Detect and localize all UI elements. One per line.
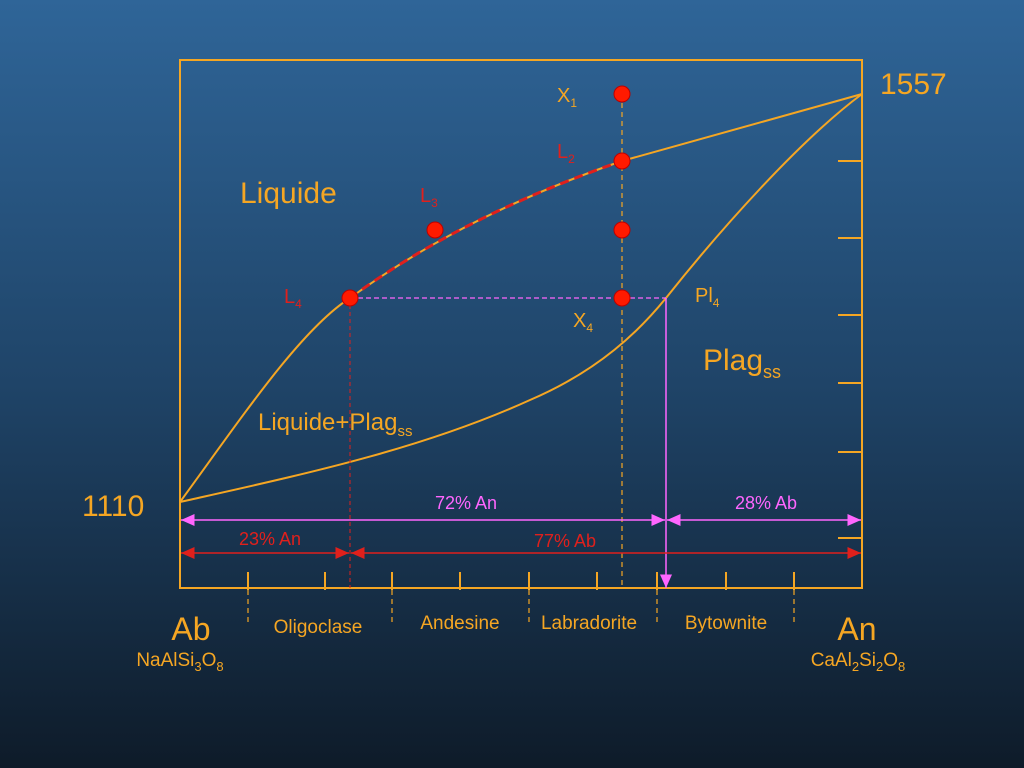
field-label: Liquide: [240, 177, 337, 210]
formula-part: O: [202, 650, 217, 671]
subscript: ss: [397, 423, 412, 440]
subscript: 4: [713, 296, 720, 310]
endmember-name: An: [837, 611, 876, 647]
formula-part: Si: [859, 650, 876, 671]
lever-label: 77% Ab: [534, 531, 596, 551]
lever-label: 72% An: [435, 493, 497, 513]
point-label: L4: [284, 286, 302, 311]
lever-label: 28% Ab: [735, 493, 797, 513]
point-label: X4: [573, 310, 593, 335]
formula: CaAl2Si2O8: [811, 650, 906, 674]
subscript: 3: [194, 659, 201, 674]
point-label: L: [420, 185, 431, 207]
subscript: 3: [431, 196, 438, 210]
field-label: Liquide+Plag: [258, 409, 397, 436]
field-label: Plag: [703, 344, 763, 377]
lever-label: 23% An: [239, 529, 301, 549]
mineral-label: Oligoclase: [274, 617, 363, 638]
point-label: L2: [557, 141, 575, 166]
point-label: X: [573, 310, 586, 332]
mineral-label: Bytownite: [685, 613, 767, 634]
subscript: ss: [763, 362, 781, 382]
point-label: X1: [557, 85, 577, 110]
subscript: 4: [586, 321, 593, 335]
points: [341, 85, 631, 307]
formula-part: O: [883, 650, 898, 671]
field-label: Plagss: [703, 344, 781, 382]
subscript: 2: [852, 659, 859, 674]
point-label: L3: [420, 185, 438, 210]
subscript: 8: [216, 659, 223, 674]
formula-part: CaAl: [811, 650, 852, 671]
formula: NaAlSi3O8: [136, 650, 223, 674]
temp-label: 1557: [880, 68, 947, 101]
field-label: Liquide+Plagss: [258, 409, 412, 440]
mineral-label: Andesine: [420, 613, 499, 634]
temp-label: 1110: [82, 490, 144, 523]
mineral-label: Labradorite: [541, 613, 637, 634]
subscript: 4: [295, 297, 302, 311]
point-label: Pl4: [695, 285, 720, 310]
formula-part: NaAlSi: [136, 650, 194, 671]
point-label: L: [284, 286, 295, 308]
subscript: 1: [570, 96, 577, 110]
subscript: 2: [568, 152, 575, 166]
lever-arrows: [181, 514, 861, 559]
point-label: L: [557, 141, 568, 163]
subscript: 8: [898, 659, 905, 674]
endmember-name: Ab: [171, 611, 210, 647]
point-label: X: [557, 85, 570, 107]
point-label: Pl: [695, 285, 713, 307]
subscript: 2: [876, 659, 883, 674]
